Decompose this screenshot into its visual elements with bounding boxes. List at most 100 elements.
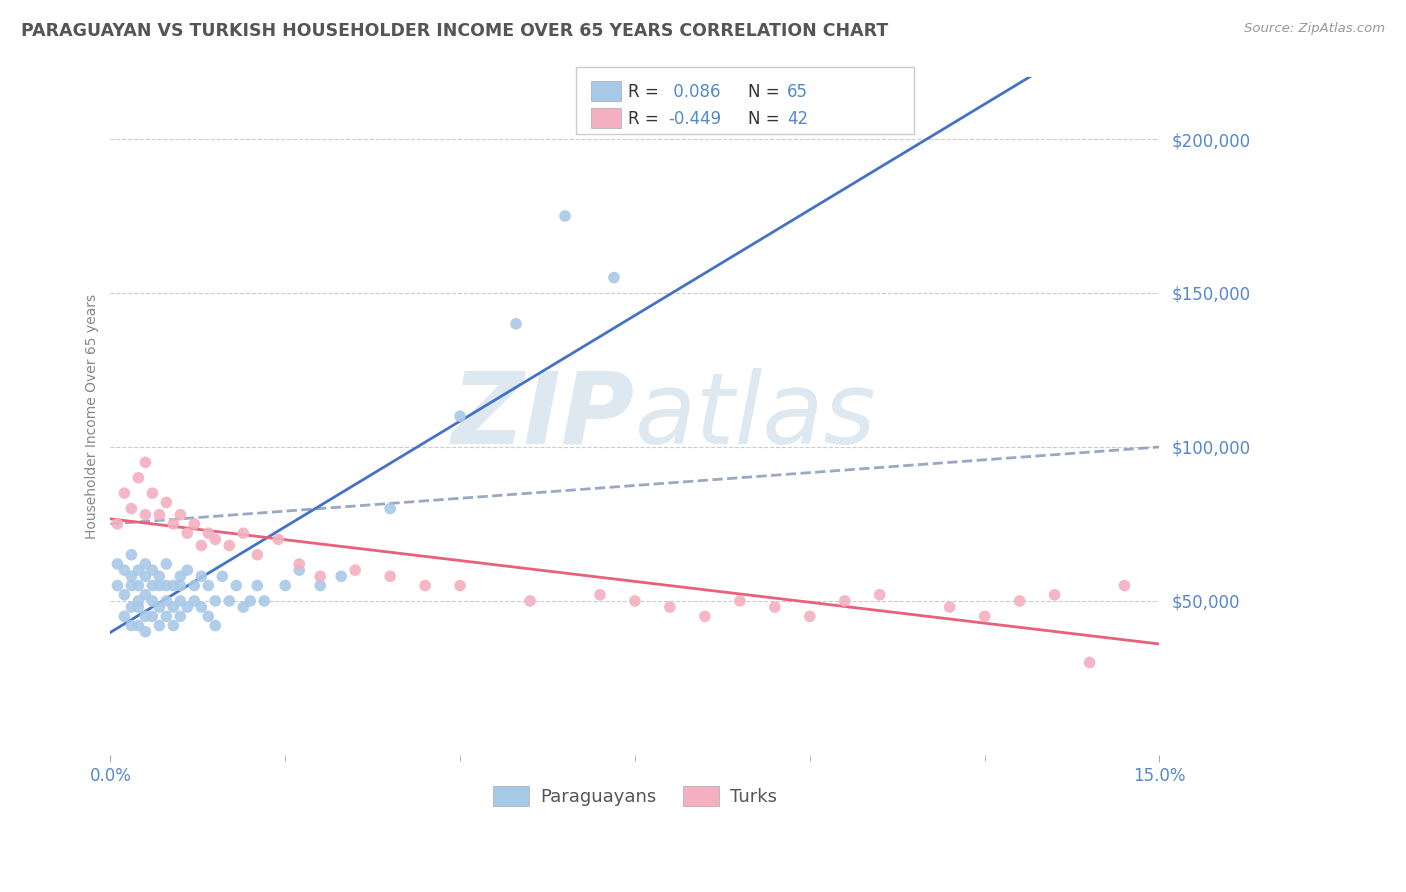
Text: 42: 42 bbox=[787, 110, 808, 128]
Point bbox=[183, 578, 205, 592]
Point bbox=[218, 539, 240, 553]
Text: N =: N = bbox=[748, 83, 785, 101]
Legend: Paraguayans, Turks: Paraguayans, Turks bbox=[485, 779, 785, 814]
Point bbox=[938, 600, 960, 615]
Point bbox=[246, 578, 269, 592]
Point bbox=[309, 578, 332, 592]
Point bbox=[869, 588, 891, 602]
Point bbox=[197, 609, 219, 624]
Point bbox=[204, 594, 226, 608]
Point bbox=[169, 508, 191, 522]
Point bbox=[197, 578, 219, 592]
Point bbox=[190, 539, 212, 553]
Point bbox=[204, 618, 226, 632]
Point bbox=[155, 578, 177, 592]
Point bbox=[112, 609, 135, 624]
Point bbox=[169, 594, 191, 608]
Point bbox=[141, 563, 163, 577]
Point bbox=[155, 609, 177, 624]
Point bbox=[225, 578, 247, 592]
Point bbox=[148, 600, 170, 615]
Point bbox=[554, 209, 576, 223]
Point bbox=[288, 557, 311, 571]
Point bbox=[141, 486, 163, 500]
Point bbox=[197, 526, 219, 541]
Point bbox=[148, 618, 170, 632]
Point bbox=[232, 600, 254, 615]
Point bbox=[112, 486, 135, 500]
Point bbox=[127, 600, 149, 615]
Point bbox=[120, 600, 142, 615]
Point bbox=[449, 409, 471, 424]
Point bbox=[190, 569, 212, 583]
Point bbox=[107, 557, 129, 571]
Point bbox=[176, 600, 198, 615]
Point bbox=[378, 569, 401, 583]
Point bbox=[344, 563, 367, 577]
Point bbox=[232, 526, 254, 541]
Point bbox=[239, 594, 262, 608]
Point bbox=[155, 495, 177, 509]
Text: R =: R = bbox=[628, 110, 665, 128]
Point bbox=[176, 563, 198, 577]
Point bbox=[204, 533, 226, 547]
Text: atlas: atlas bbox=[636, 368, 876, 465]
Point bbox=[505, 317, 527, 331]
Point bbox=[413, 578, 436, 592]
Point bbox=[246, 548, 269, 562]
Point bbox=[378, 501, 401, 516]
Point bbox=[603, 270, 626, 285]
Point bbox=[169, 569, 191, 583]
Point bbox=[274, 578, 297, 592]
Point bbox=[169, 609, 191, 624]
Point bbox=[330, 569, 353, 583]
Point bbox=[799, 609, 821, 624]
Point bbox=[148, 508, 170, 522]
Point bbox=[834, 594, 856, 608]
Point bbox=[127, 471, 149, 485]
Point bbox=[155, 594, 177, 608]
Point bbox=[169, 578, 191, 592]
Point bbox=[624, 594, 647, 608]
Point bbox=[693, 609, 716, 624]
Point bbox=[973, 609, 995, 624]
Point bbox=[134, 624, 156, 639]
Point bbox=[1043, 588, 1066, 602]
Point bbox=[162, 618, 184, 632]
Point bbox=[148, 578, 170, 592]
Point bbox=[190, 600, 212, 615]
Point bbox=[267, 533, 290, 547]
Point bbox=[155, 557, 177, 571]
Point bbox=[253, 594, 276, 608]
Point bbox=[134, 455, 156, 469]
Point bbox=[134, 588, 156, 602]
Point bbox=[183, 516, 205, 531]
Point bbox=[658, 600, 681, 615]
Point bbox=[134, 557, 156, 571]
Point bbox=[519, 594, 541, 608]
Point bbox=[141, 578, 163, 592]
Point bbox=[127, 563, 149, 577]
Point bbox=[176, 526, 198, 541]
Text: 65: 65 bbox=[787, 83, 808, 101]
Point bbox=[1078, 656, 1101, 670]
Point bbox=[127, 618, 149, 632]
Point bbox=[148, 569, 170, 583]
Point bbox=[120, 569, 142, 583]
Text: R =: R = bbox=[628, 83, 665, 101]
Point bbox=[120, 501, 142, 516]
Text: Source: ZipAtlas.com: Source: ZipAtlas.com bbox=[1244, 22, 1385, 36]
Point bbox=[120, 548, 142, 562]
Point bbox=[107, 516, 129, 531]
Point bbox=[728, 594, 751, 608]
Point bbox=[1008, 594, 1031, 608]
Point bbox=[112, 563, 135, 577]
Text: -0.449: -0.449 bbox=[668, 110, 721, 128]
Point bbox=[107, 578, 129, 592]
Point bbox=[134, 609, 156, 624]
Point bbox=[141, 609, 163, 624]
Point bbox=[112, 588, 135, 602]
Point bbox=[449, 578, 471, 592]
Point bbox=[141, 594, 163, 608]
Point bbox=[211, 569, 233, 583]
